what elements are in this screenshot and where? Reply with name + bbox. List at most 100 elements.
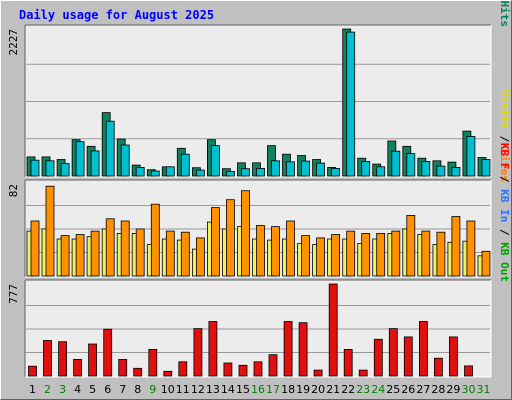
bar-sites-day-6 bbox=[105, 218, 115, 277]
panel-hits-pages-ymax-label: 2227 bbox=[7, 29, 20, 56]
bar-pages-day-20 bbox=[316, 162, 326, 177]
bar-pages-day-12 bbox=[195, 169, 205, 177]
bar-kb-f-day-20 bbox=[313, 369, 323, 377]
day-label-12: 12 bbox=[191, 383, 205, 396]
bar-pages-day-5 bbox=[90, 150, 100, 177]
bar-pages-day-13 bbox=[210, 145, 220, 177]
bar-pages-day-26 bbox=[406, 153, 416, 177]
day-label-23: 23 bbox=[356, 383, 370, 396]
bar-kb-f-day-13 bbox=[208, 321, 218, 377]
bar-pages-day-14 bbox=[225, 170, 235, 177]
day-label-5: 5 bbox=[89, 383, 96, 396]
bar-sites-day-5 bbox=[90, 230, 100, 277]
day-label-8: 8 bbox=[134, 383, 141, 396]
day-label-6: 6 bbox=[104, 383, 111, 396]
bar-sites-day-28 bbox=[436, 231, 446, 277]
bar-kb-f-day-29 bbox=[448, 336, 458, 377]
bar-kb-f-day-27 bbox=[418, 321, 428, 377]
day-label-30: 30 bbox=[462, 383, 476, 396]
bar-kb-f-day-21 bbox=[328, 283, 338, 377]
bar-kb-f-day-19 bbox=[298, 322, 308, 377]
bar-sites-day-17 bbox=[271, 226, 280, 277]
bar-kb-f-day-30 bbox=[464, 365, 473, 377]
bar-pages-day-10 bbox=[165, 166, 175, 177]
panel-hits-pages-legend: Pages / Files / Hits bbox=[498, 0, 511, 27]
bar-pages-day-31 bbox=[481, 159, 491, 177]
bar-sites-day-25 bbox=[391, 230, 401, 277]
bar-kb-f-day-1 bbox=[28, 365, 37, 377]
bar-kb-f-day-9 bbox=[148, 348, 158, 377]
day-label-17: 17 bbox=[266, 383, 280, 396]
legend-entry: KB F bbox=[498, 143, 511, 170]
day-label-9: 9 bbox=[149, 383, 156, 396]
bar-pages-day-18 bbox=[286, 161, 295, 177]
bar-sites-day-8 bbox=[135, 228, 145, 277]
bar-pages-day-30 bbox=[466, 135, 476, 177]
bar-sites-day-26 bbox=[406, 214, 416, 277]
bar-kb-f-day-2 bbox=[43, 340, 52, 377]
bar-sites-day-1 bbox=[30, 220, 40, 277]
bar-sites-day-24 bbox=[376, 232, 386, 277]
bar-pages-day-8 bbox=[135, 166, 145, 177]
legend-entry: KB Out bbox=[498, 242, 511, 282]
bar-pages-day-16 bbox=[256, 167, 265, 177]
bar-sites-day-21 bbox=[331, 234, 341, 277]
day-label-18: 18 bbox=[281, 383, 295, 396]
bar-sites-day-15 bbox=[241, 190, 250, 277]
panel-visits-sites-legend: Visits / Sites bbox=[498, 89, 511, 182]
day-label-15: 15 bbox=[236, 383, 250, 396]
day-label-2: 2 bbox=[44, 383, 51, 396]
bar-sites-day-22 bbox=[346, 230, 356, 277]
day-label-10: 10 bbox=[161, 383, 175, 396]
day-label-25: 25 bbox=[386, 383, 400, 396]
bar-sites-day-2 bbox=[45, 185, 55, 277]
bar-pages-day-2 bbox=[45, 160, 55, 177]
bar-kb-f-day-14 bbox=[223, 362, 233, 377]
bar-sites-day-14 bbox=[225, 199, 235, 277]
day-label-29: 29 bbox=[446, 383, 460, 396]
day-label-4: 4 bbox=[74, 383, 81, 396]
panel-kbytes-ymax-label: 777 bbox=[7, 284, 20, 304]
bar-pages-day-27 bbox=[421, 161, 431, 177]
day-label-21: 21 bbox=[326, 383, 340, 396]
legend-entry: / bbox=[498, 129, 511, 149]
bar-sites-day-19 bbox=[301, 235, 311, 277]
day-label-20: 20 bbox=[311, 383, 325, 396]
day-label-19: 19 bbox=[296, 383, 310, 396]
bar-kb-f-day-12 bbox=[193, 328, 203, 377]
day-label-16: 16 bbox=[251, 383, 265, 396]
bar-pages-day-25 bbox=[391, 150, 401, 177]
bar-pages-day-23 bbox=[361, 161, 371, 177]
bar-pages-day-4 bbox=[75, 141, 85, 177]
bar-sites-day-10 bbox=[165, 230, 175, 277]
bar-sites-day-29 bbox=[451, 216, 461, 277]
chart-title: Daily usage for August 2025 bbox=[19, 8, 214, 22]
bar-pages-day-7 bbox=[120, 144, 130, 177]
day-label-22: 22 bbox=[341, 383, 355, 396]
bar-sites-day-20 bbox=[316, 237, 326, 277]
bar-pages-day-17 bbox=[271, 160, 280, 177]
legend-entry: Visits bbox=[498, 89, 511, 129]
bar-kb-f-day-28 bbox=[433, 357, 443, 377]
bar-kb-f-day-3 bbox=[58, 341, 67, 377]
bar-pages-day-3 bbox=[60, 163, 70, 177]
bar-kb-f-day-18 bbox=[283, 321, 293, 377]
bar-sites-day-11 bbox=[180, 231, 190, 277]
day-label-13: 13 bbox=[206, 383, 220, 396]
bar-kb-f-day-17 bbox=[268, 354, 278, 377]
bar-pages-day-11 bbox=[180, 153, 190, 177]
panel-visits-sites-ymax-label: 82 bbox=[7, 184, 20, 197]
bar-sites-day-9 bbox=[150, 203, 160, 277]
day-label-27: 27 bbox=[416, 383, 430, 396]
legend-entry: Hits bbox=[498, 1, 511, 28]
bar-kb-f-day-7 bbox=[118, 358, 128, 377]
day-label-1: 1 bbox=[29, 383, 36, 396]
bar-sites-day-4 bbox=[75, 234, 85, 277]
bar-sites-day-18 bbox=[286, 220, 295, 277]
legend-entry: / bbox=[498, 0, 511, 1]
bar-sites-day-3 bbox=[60, 235, 70, 277]
bar-pages-day-22 bbox=[346, 31, 356, 177]
bar-sites-day-7 bbox=[120, 220, 130, 277]
bar-kb-f-day-11 bbox=[178, 361, 188, 377]
